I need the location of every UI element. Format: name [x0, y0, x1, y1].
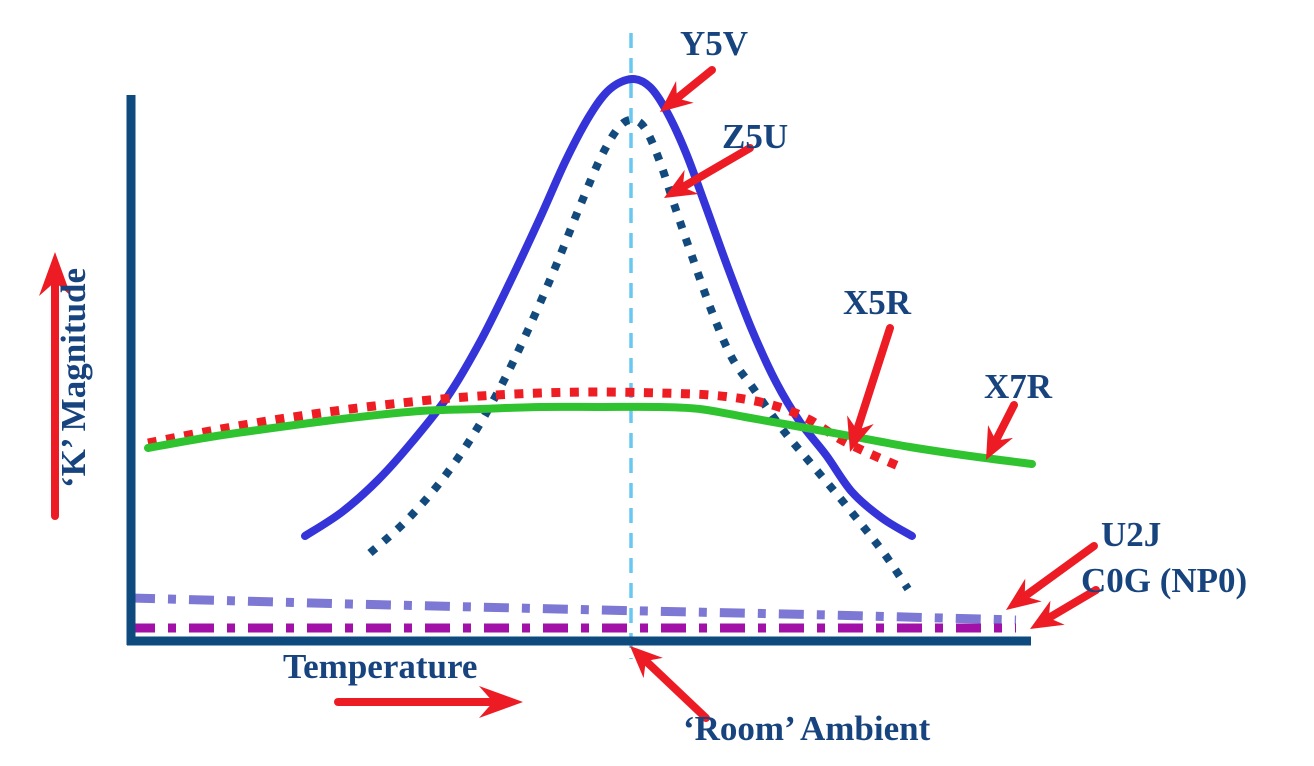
series-curve-u2j	[129, 593, 1017, 625]
series-label-y5v: Y5V	[680, 24, 749, 63]
z5u-arrow	[664, 144, 754, 198]
u2j-arrow	[1006, 542, 1098, 610]
room-ambient-label: ‘Room’ Ambient	[683, 709, 931, 748]
series-curve-x7r	[144, 402, 1036, 468]
series-curve-y5v	[301, 74, 916, 540]
c0g-arrow	[1030, 586, 1100, 629]
x-axis-label: Temperature	[283, 647, 478, 686]
x7r-arrow	[986, 401, 1018, 460]
series-label-u2j: U2J	[1101, 515, 1162, 554]
series-label-z5u: Z5U	[722, 117, 789, 156]
series-label-c0g-np0: C0G (NP0)	[1081, 561, 1248, 600]
room-ambient-arrow	[630, 646, 710, 722]
y-axis-label: ‘K’ Magnitude	[54, 267, 93, 489]
y5v-arrow	[660, 66, 716, 112]
x5r-arrow	[847, 324, 894, 452]
k-magnitude-arrow	[39, 252, 71, 520]
series-label-x7r: X7R	[984, 367, 1053, 406]
series-label-x5r: X5R	[843, 283, 912, 322]
temperature-arrow	[334, 686, 523, 718]
series-curve-z5u	[367, 115, 912, 592]
